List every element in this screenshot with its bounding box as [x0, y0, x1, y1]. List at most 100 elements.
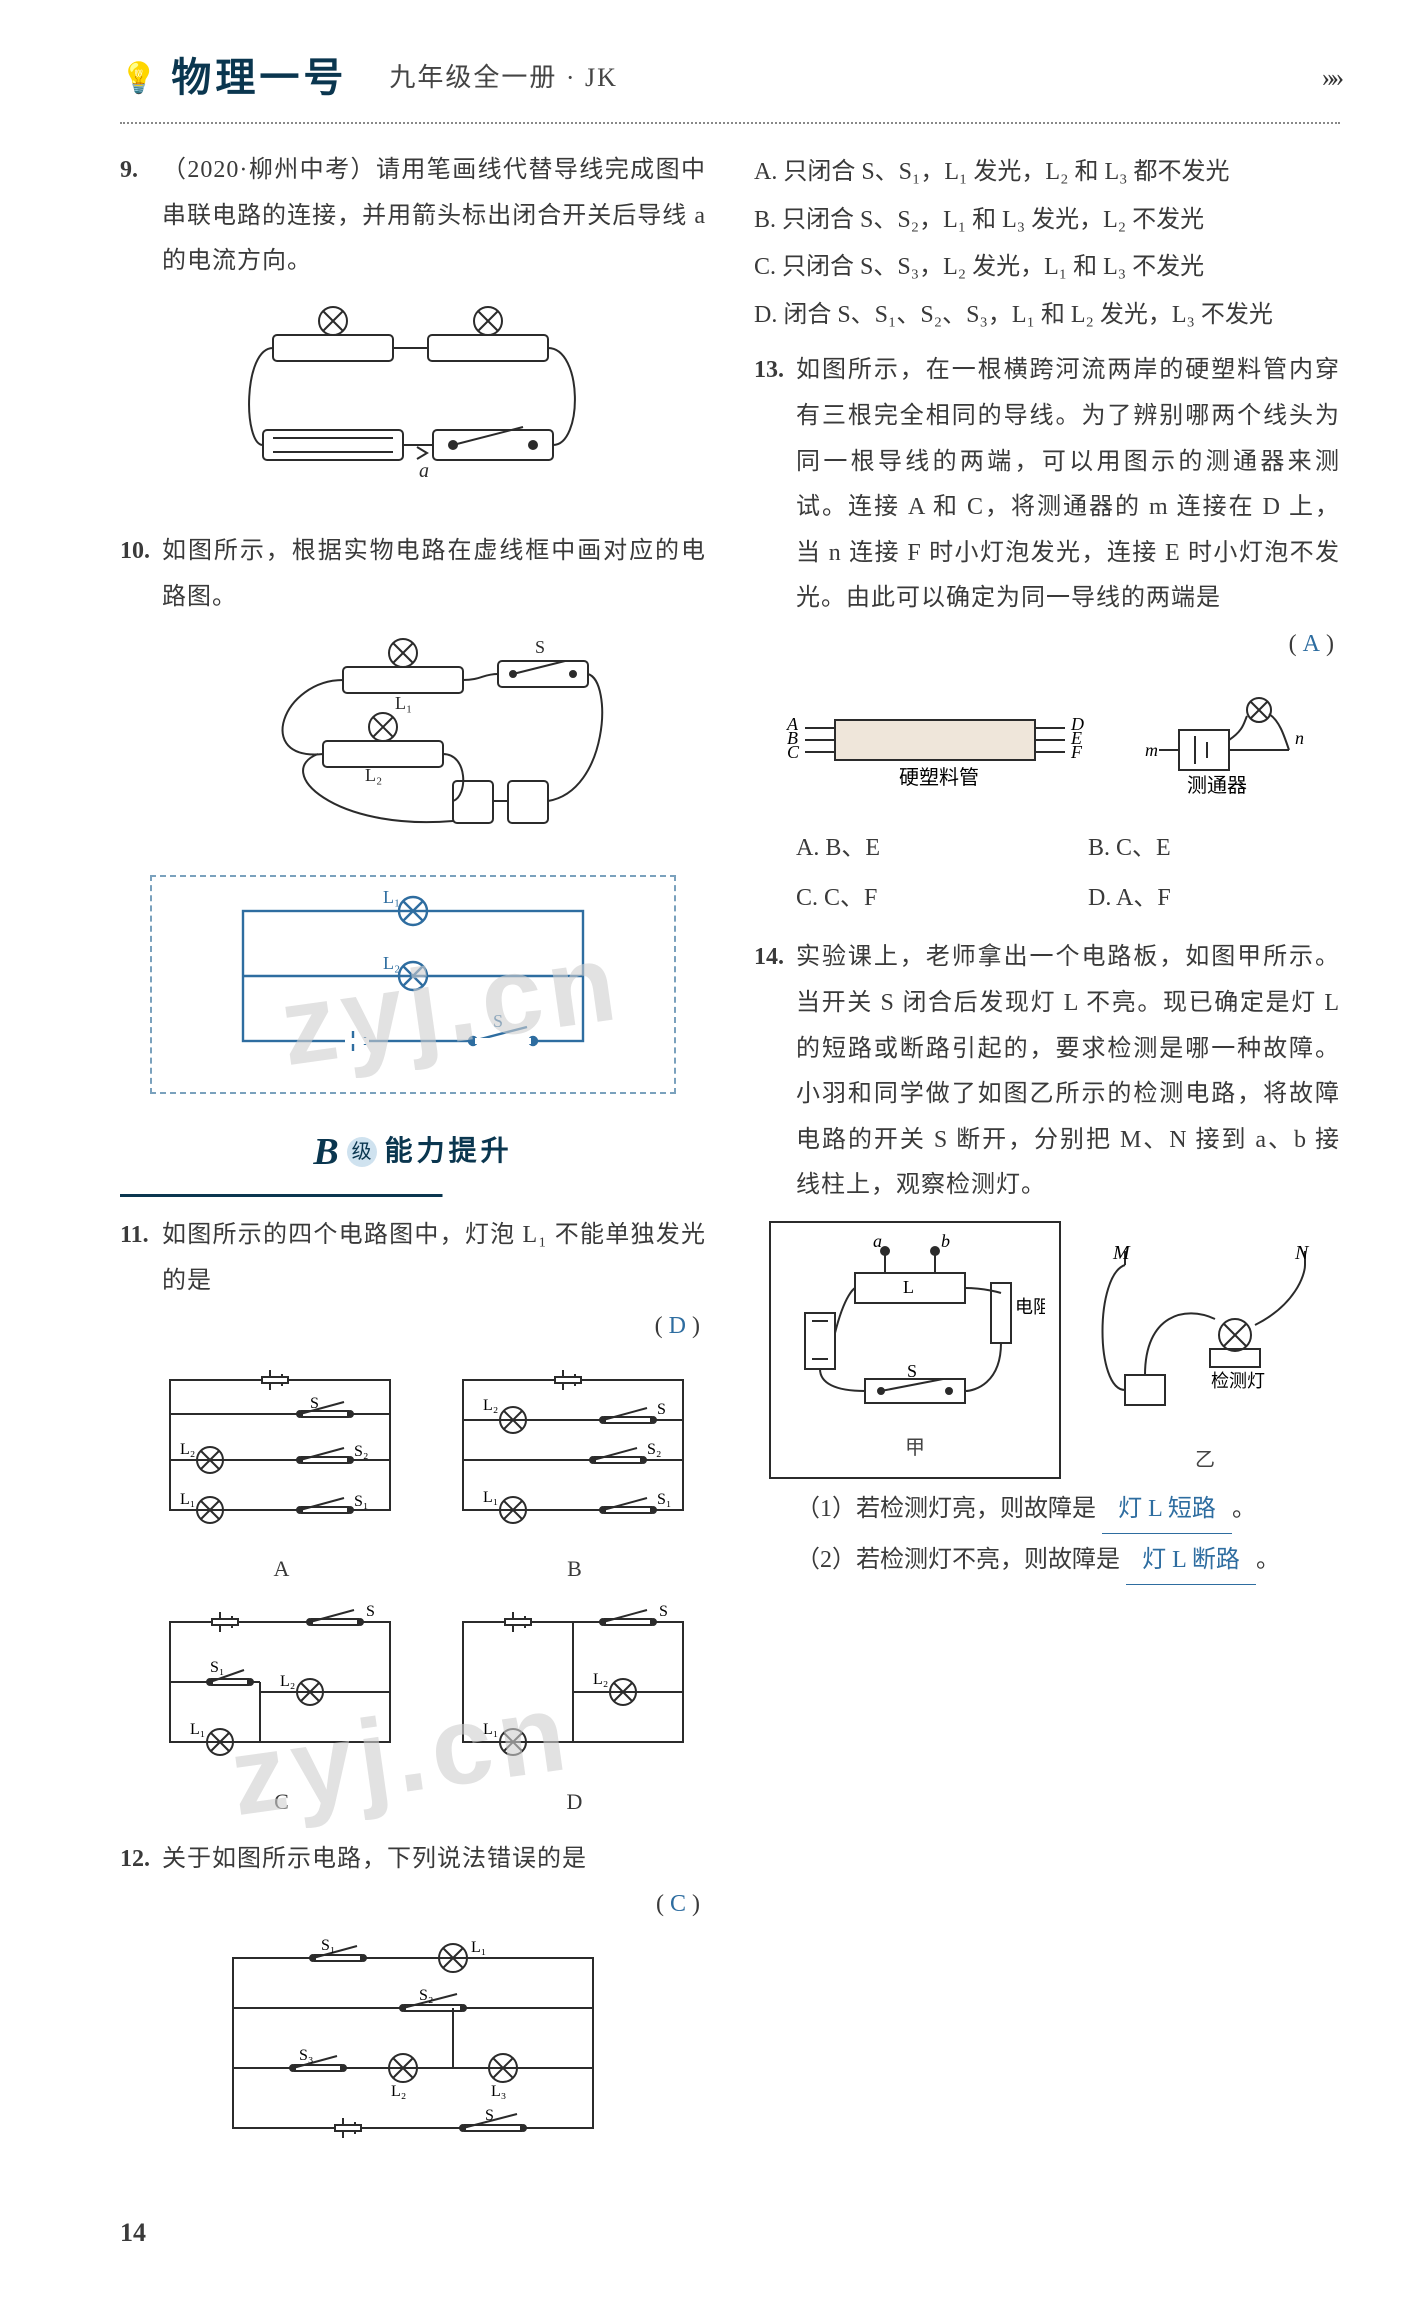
q13-options: A. B、E B. C、E [754, 824, 1340, 874]
svg-text:S₂: S₂ [354, 1443, 368, 1460]
label-L2: L₂ [365, 765, 382, 785]
q13-figure: A B C D E F 硬塑料管 [754, 680, 1340, 817]
svg-text:C: C [787, 742, 800, 762]
q10-diagram-box: L₁ L₂ S [150, 875, 676, 1094]
question-14: 14. 实验课上，老师拿出一个电路板，如图甲所示。当开关 S 闭合后发现灯 L … [754, 935, 1340, 1209]
fig-caption-yi: 乙 [1085, 1441, 1325, 1479]
page-number: 14 [120, 2208, 1340, 2257]
answer-paren: (C) [162, 1882, 706, 1928]
label-S: S [535, 637, 545, 657]
question-number: 10. [120, 529, 162, 575]
svg-text:L₁: L₁ [483, 1721, 498, 1738]
diagram-label-L2: L₂ [383, 953, 400, 973]
answer: A [1303, 622, 1320, 668]
sub-label: A [150, 1548, 413, 1590]
svg-text:硬塑料管: 硬塑料管 [899, 766, 979, 789]
svg-text:S: S [659, 1603, 668, 1620]
svg-text:L₂: L₂ [593, 1671, 608, 1688]
option: A. 只闭合 S、S₁，L₁ 发光，L₂ 和 L₃ 都不发光 [754, 150, 1340, 196]
question-number: 9. [120, 148, 162, 194]
svg-text:L: L [903, 1277, 914, 1297]
answer-paren: (A) [796, 622, 1340, 668]
option: A. B、E [796, 826, 1048, 872]
right-column: A. 只闭合 S、S₁，L₁ 发光，L₂ 和 L₃ 都不发光 B. 只闭合 S、… [754, 148, 1340, 2182]
question-13: 13. 如图所示，在一根横跨河流两岸的硬塑料管内穿有三根完全相同的导线。为了辨别… [754, 348, 1340, 667]
left-column: 9. （2020·柳州中考）请用笔画线代替导线完成图中串联电路的连接，并用箭头标… [120, 148, 706, 2182]
chevron-icon: »» [1322, 53, 1340, 102]
answer-paren: (D) [162, 1304, 706, 1350]
section-banner: B 级 能力提升 [120, 1116, 706, 1188]
banner-ji: 级 [347, 1137, 377, 1167]
fig-caption-jia: 甲 [785, 1429, 1045, 1467]
option: D. 闭合 S、S₁、S₂、S₃，L₁ 和 L₂ 发光，L₃ 不发光 [754, 293, 1340, 339]
svg-text:L₁: L₁ [483, 1489, 498, 1506]
option: B. 只闭合 S、S₂，L₁ 和 L₃ 发光，L₂ 不发光 [754, 198, 1340, 244]
svg-text:L₃: L₃ [491, 2083, 506, 2100]
question-12: 12. 关于如图所示电路，下列说法错误的是 (C) [120, 1837, 706, 1928]
sub-label: D [443, 1781, 706, 1823]
svg-text:a: a [873, 1233, 882, 1251]
svg-text:S₁: S₁ [321, 1938, 335, 1954]
option: B. C、E [1088, 826, 1340, 872]
question-text: 如图所示，根据实物电路在虚线框中画对应的电路图。 [162, 529, 706, 620]
page-header: 💡 物理一号 九年级全一册 · JK »» [120, 40, 1340, 116]
option: C. C、F [796, 876, 1048, 922]
svg-text:L₁: L₁ [190, 1721, 205, 1738]
svg-text:测通器: 测通器 [1187, 774, 1247, 797]
svg-text:L₂: L₂ [280, 1673, 295, 1690]
diagram-label-S: S [493, 1011, 503, 1031]
svg-text:N: N [1294, 1245, 1310, 1264]
header-divider [120, 122, 1340, 124]
svg-text:M: M [1112, 1245, 1131, 1264]
label-L1: L₁ [395, 693, 412, 713]
sub-label: C [150, 1781, 413, 1823]
q14-figure: a b L 电阻 S 甲 [754, 1221, 1340, 1480]
svg-text:S₂: S₂ [419, 1987, 433, 2004]
q14-sub1: （1）若检测灯亮，则故障是 灯 L 短路。 [754, 1487, 1340, 1534]
q11-figures: S L₂ S₂ L₁ S₁ A [120, 1360, 706, 1823]
section-underline [120, 1194, 706, 1197]
option: C. 只闭合 S、S₃，L₂ 发光，L₁ 和 L₃ 不发光 [754, 245, 1340, 291]
svg-text:b: b [941, 1233, 950, 1251]
banner-b: B [313, 1116, 338, 1188]
svg-text:L₂: L₂ [391, 2083, 406, 2100]
q10-figure: L₁ L₂ S [120, 631, 706, 858]
q13-options-2: C. C、F D. A、F [754, 874, 1340, 924]
q14-sub2: （2）若检测灯不亮，则故障是 灯 L 断路。 [754, 1538, 1340, 1585]
q12-figure: S₁ L₁ S₂ S₃ L₂ L₃ S [120, 1938, 706, 2165]
question-text: 如图所示的四个电路图中，灯泡 L₁ 不能单独发光的是 [162, 1213, 706, 1304]
svg-text:检测灯: 检测灯 [1211, 1371, 1265, 1391]
fill-answer: 灯 L 短路 [1102, 1487, 1232, 1534]
diagram-label-L1: L₁ [383, 891, 400, 907]
svg-text:S₃: S₃ [299, 2047, 313, 2064]
option: D. A、F [1088, 876, 1340, 922]
q11-fig-D: S L₂ L₁ D [443, 1602, 706, 1822]
svg-text:S₁: S₁ [354, 1493, 368, 1510]
question-9: 9. （2020·柳州中考）请用笔画线代替导线完成图中串联电路的连接，并用箭头标… [120, 148, 706, 285]
question-10: 10. 如图所示，根据实物电路在虚线框中画对应的电路图。 [120, 529, 706, 620]
question-text: 如图所示，在一根横跨河流两岸的硬塑料管内穿有三根完全相同的导线。为了辨别哪两个线… [796, 348, 1340, 622]
question-number: 11. [120, 1213, 162, 1259]
svg-text:F: F [1070, 742, 1083, 762]
svg-text:S: S [310, 1395, 319, 1412]
svg-text:S: S [907, 1361, 917, 1381]
answer: D [669, 1304, 686, 1350]
q11-fig-C: S S₁ L₂ L₁ C [150, 1602, 413, 1822]
svg-text:S: S [366, 1603, 375, 1620]
label-a: a [419, 460, 429, 482]
q11-fig-B: L₂ S S₂ L₁ S₁ B [443, 1360, 706, 1590]
svg-text:n: n [1295, 728, 1304, 748]
svg-text:L₁: L₁ [180, 1491, 195, 1508]
svg-text:L₁: L₁ [471, 1939, 486, 1956]
question-number: 14. [754, 935, 796, 981]
sub-label: （2）若检测灯不亮，则故障是 [796, 1547, 1120, 1573]
question-text: 实验课上，老师拿出一个电路板，如图甲所示。当开关 S 闭合后发现灯 L 不亮。现… [796, 935, 1340, 1209]
svg-text:电阻: 电阻 [1015, 1297, 1045, 1317]
answer: C [670, 1882, 686, 1928]
svg-text:S: S [657, 1401, 666, 1418]
question-text: （2020·柳州中考）请用笔画线代替导线完成图中串联电路的连接，并用箭头标出闭合… [162, 148, 706, 285]
banner-text: 能力提升 [385, 1125, 513, 1178]
svg-text:S₂: S₂ [647, 1441, 661, 1458]
question-number: 12. [120, 1837, 162, 1883]
sub-label: B [443, 1548, 706, 1590]
